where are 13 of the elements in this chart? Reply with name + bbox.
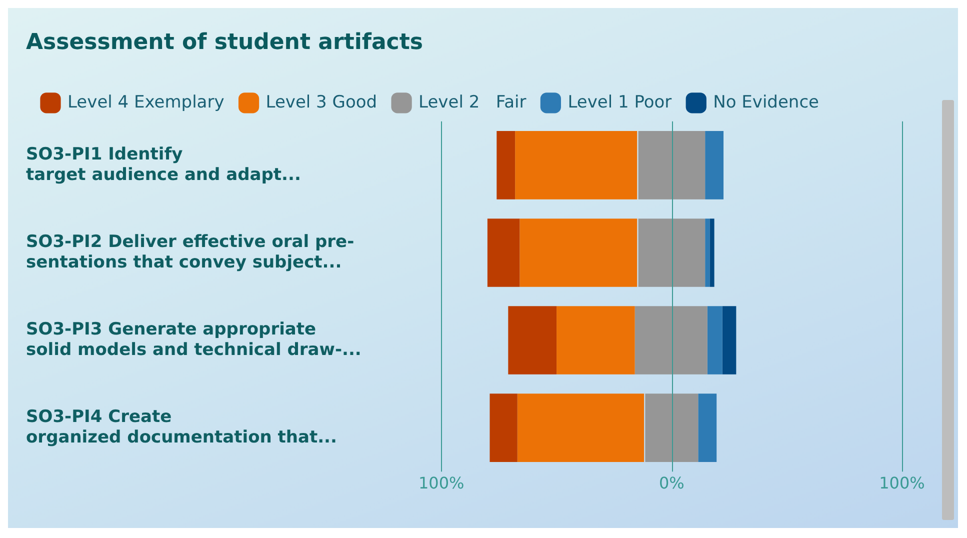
- legend-label: Level 4 Exemplary: [68, 92, 224, 112]
- y-tick-label: SO3-PI3 Generate appropriate solid models and technical draw-...: [26, 319, 362, 360]
- y-tick-label: SO3-PI2 Deliver effective oral pre- sentations that convey subject...: [26, 232, 354, 272]
- y-tick-label: SO3-PI4 Create organized documentation that...: [26, 407, 337, 448]
- legend-label: Level 1 Poor: [568, 92, 672, 112]
- x-tick-label: 100%: [879, 473, 925, 492]
- y-tick-label: SO3-PI1 Identify target audience and adapt...: [26, 144, 301, 185]
- x-tick-label: 0%: [658, 473, 684, 492]
- x-tick-label: 100%: [418, 473, 464, 492]
- legend-label: Level 3 Good: [266, 92, 378, 112]
- legend-label: Level 2 Fair: [418, 92, 526, 112]
- legend-label: No Evidence: [713, 92, 820, 112]
- text: Assessment of student artifacts: [26, 30, 423, 55]
